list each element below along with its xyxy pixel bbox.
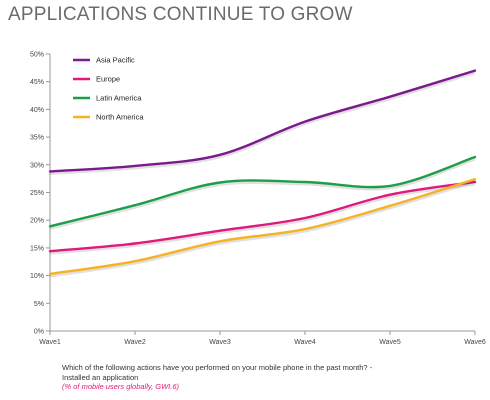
footnote-answer: Installed an application <box>62 372 139 382</box>
y-tick-label: 30% <box>30 162 44 169</box>
chart-series <box>48 69 477 278</box>
legend-label-europe: Europe <box>96 75 120 84</box>
legend-label-north-america: North America <box>96 113 144 122</box>
x-tick-label: Wave1 <box>39 339 61 346</box>
footnote-question: Which of the following actions have you … <box>62 363 373 372</box>
y-tick-label: 35% <box>30 135 44 142</box>
line-chart: 0% 5% 10% 15% 20% 25% 30% 35% 40% 45% 50% Wave1 Wave… <box>30 52 486 347</box>
x-tick-label: Wave3 <box>209 339 231 346</box>
series-shadow-asia-pacific <box>49 70 476 175</box>
x-tick-label: Wave5 <box>379 339 401 346</box>
series-shadow-europe <box>49 181 476 255</box>
y-tick-label: 10% <box>30 273 44 280</box>
y-tick-label: 5% <box>34 301 44 308</box>
series-shadow-north-america <box>49 178 476 278</box>
series-line-north-america <box>48 178 477 276</box>
y-tick-label: 50% <box>30 52 44 59</box>
footnote: Which of the following actions have you … <box>62 363 482 392</box>
x-tick-label: Wave4 <box>294 339 316 346</box>
series-line-asia-pacific <box>48 69 477 173</box>
series-line-europe <box>48 180 477 253</box>
page-title: APPLICATIONS CONTINUE TO GROW <box>8 4 353 25</box>
chart-axes: 0% 5% 10% 15% 20% 25% 30% 35% 40% 45% 50% Wave1 Wave… <box>30 52 486 347</box>
y-tick-label: 45% <box>30 79 44 86</box>
x-tick-label: Wave6 <box>464 339 486 346</box>
y-tick-label: 25% <box>30 190 44 197</box>
chart-legend: Asia Pacific Europe Latin America North Ame… <box>73 56 144 122</box>
series-line-latin-america <box>48 155 477 228</box>
y-tick-label: 40% <box>30 107 44 114</box>
y-tick-label: 0% <box>34 329 44 336</box>
x-tick-label: Wave2 <box>124 339 146 346</box>
footnote-source: (% of mobile users globally, GWI.6) <box>62 382 179 391</box>
y-tick-label: 15% <box>30 245 44 252</box>
y-tick-label: 20% <box>30 218 44 225</box>
legend-label-latin-america: Latin America <box>96 94 142 103</box>
series-shadow-latin-america <box>49 156 476 230</box>
legend-label-asia-pacific: Asia Pacific <box>96 56 135 65</box>
